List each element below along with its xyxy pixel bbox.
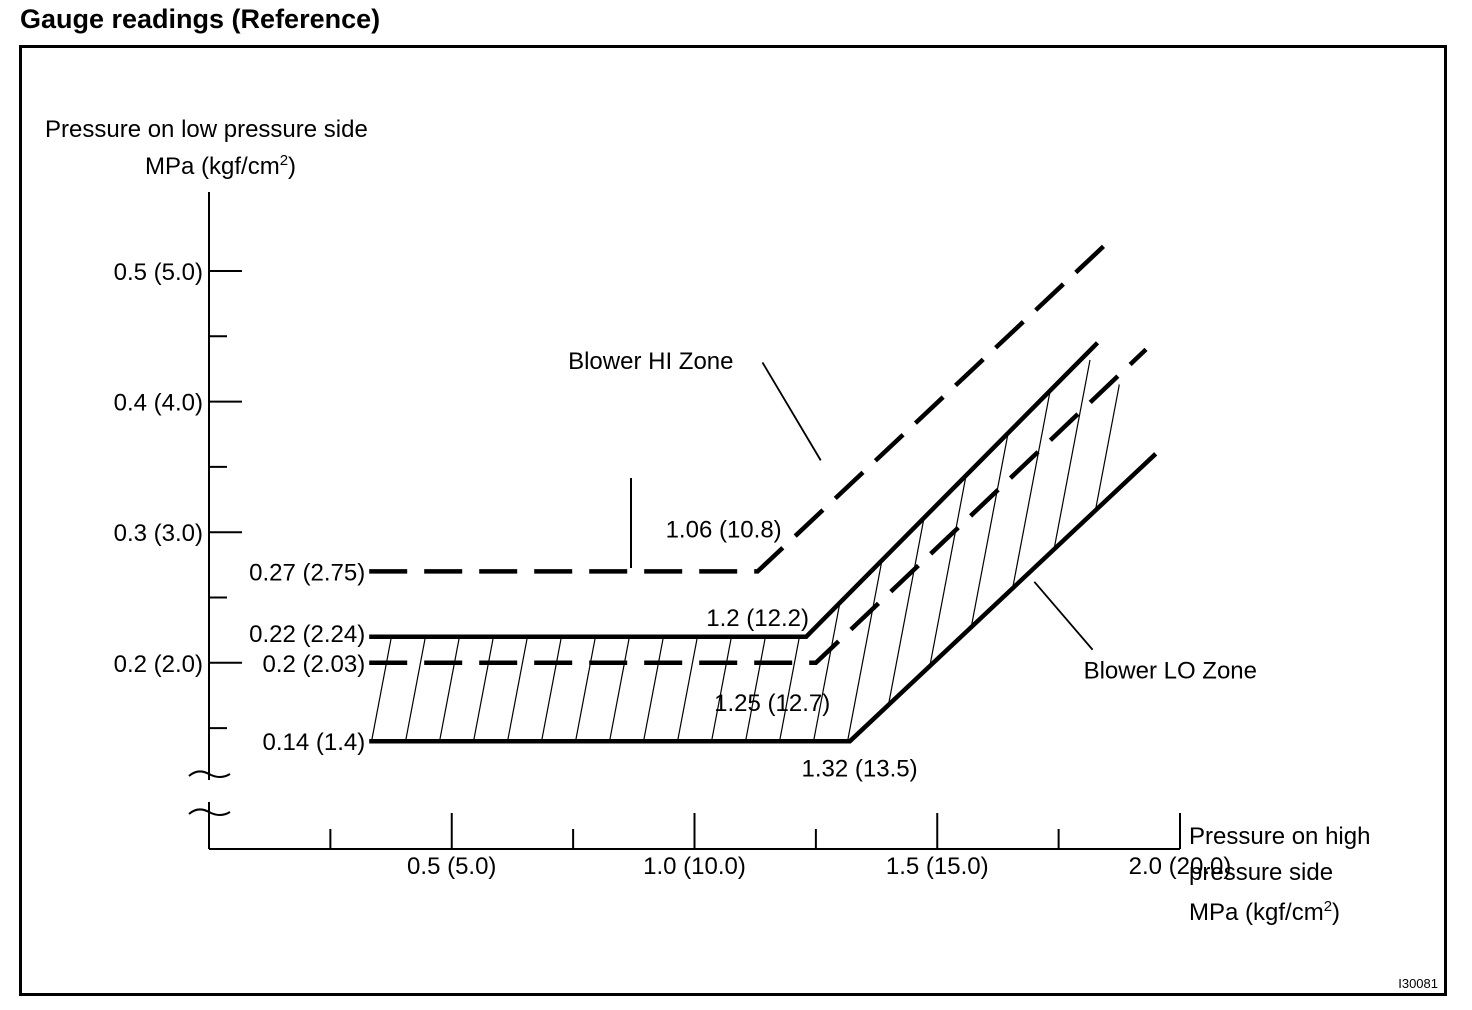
series-lo-upper: [369, 341, 1100, 639]
hatch-line-19: [945, 359, 1023, 742]
series-hi-upper: [369, 347, 1148, 666]
value-label-5: 1.2 (12.2): [706, 605, 809, 632]
x-axis-label-line2: pressure side: [1189, 859, 1333, 886]
hatch-line-6: [503, 359, 581, 742]
x-axis-label-line3: MPa (kgf/cm2): [1189, 898, 1340, 926]
zone-leader-1: [1033, 581, 1094, 651]
hatch-line-8: [571, 359, 649, 742]
hatch-line-2: [369, 359, 445, 742]
series-hi-lower: [369, 236, 1114, 574]
zone-label-0: Blower HI Zone: [568, 348, 733, 375]
chart-frame: [19, 45, 1447, 996]
hatch-line-10: [639, 359, 717, 742]
y-tick-label-0: 0.5 (5.0): [114, 259, 203, 286]
value-label-0: 0.27 (2.75): [249, 559, 365, 586]
axis-break-mark: [188, 770, 231, 816]
hatch-line-5: [469, 359, 547, 742]
y-axis-label-line1: Pressure on low pressure side: [45, 116, 368, 143]
figure-code: I30081: [1398, 976, 1438, 991]
page-title: Gauge readings (Reference): [20, 4, 381, 34]
hatch-line-22: [1047, 359, 1125, 742]
x-tick-label-0: 0.5 (5.0): [407, 853, 496, 880]
hatch-line-7: [537, 359, 615, 742]
x-tick-label-1: 1.0 (10.0): [643, 853, 746, 880]
y-tick-label-2: 0.3 (3.0): [114, 520, 203, 547]
hatch-line-21: [1013, 359, 1091, 742]
x-tick-label-3: 2.0 (20.0): [1129, 853, 1232, 880]
hatch-line-18: [911, 359, 989, 742]
value-label-6: 1.25 (12.7): [714, 690, 830, 717]
series-lo-lower: [369, 452, 1158, 744]
x-tick-label-2: 1.5 (15.0): [886, 853, 989, 880]
annotation-leaders: [630, 361, 1094, 651]
hatch-line-4: [435, 359, 513, 742]
value-label-1: 0.22 (2.24): [249, 621, 365, 648]
hatch-line-9: [605, 359, 683, 742]
zone-label-1: Blower LO Zone: [1084, 657, 1257, 684]
value-label-4: 1.06 (10.8): [666, 516, 782, 543]
hatch-line-3: [401, 359, 479, 742]
ticks: [209, 270, 1181, 849]
value-label-3: 0.14 (1.4): [262, 729, 365, 756]
lo-zone-hatching: [369, 359, 1125, 742]
y-axis-label-line2: MPa (kgf/cm2): [145, 152, 296, 180]
series-lines: [369, 236, 1158, 744]
chart-text: Pressure on low pressure side MPa (kgf/c…: [45, 116, 1438, 991]
x-axis-label-line1: Pressure on high: [1189, 823, 1370, 850]
zone-leader-0: [761, 361, 822, 461]
y-tick-label-3: 0.2 (2.0): [114, 651, 203, 678]
value-label-7: 1.32 (13.5): [802, 755, 918, 782]
value-label-2: 0.2 (2.03): [262, 651, 365, 678]
y-tick-label-1: 0.4 (4.0): [114, 390, 203, 417]
